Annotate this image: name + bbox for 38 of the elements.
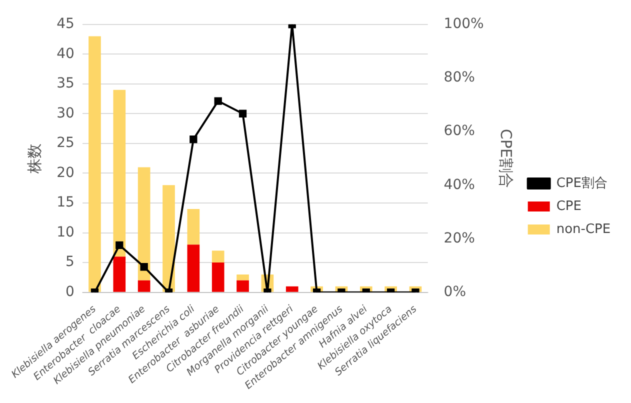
bar (138, 167, 150, 280)
y-tick-label: 10 (56, 224, 74, 240)
bar (113, 90, 126, 257)
point (116, 241, 124, 249)
y2-tick-label: 80% (444, 70, 475, 86)
y2-tick-label: 100% (444, 16, 484, 32)
legend-label: CPE割合 (556, 176, 608, 191)
legend-label: non-CPE (556, 222, 611, 237)
point (238, 110, 247, 118)
bar (187, 244, 200, 292)
y2-tick-label: 60% (444, 123, 475, 140)
y-tick-label: 45 (56, 16, 74, 32)
y2-tick-label: 20% (444, 230, 475, 246)
y-tick-label: 20 (56, 164, 74, 181)
bar (162, 185, 175, 292)
y-tick-label: 40 (56, 46, 74, 62)
bar (212, 250, 224, 263)
y-tick-label: 5 (65, 254, 74, 270)
y2-tick-label: 40% (444, 176, 475, 193)
y-tick-label: 0 (65, 284, 74, 300)
point (214, 97, 222, 105)
legend-label: CPE (556, 198, 582, 214)
bar (88, 36, 101, 292)
bar (286, 286, 298, 292)
y-tick-label: 25 (56, 135, 74, 152)
bar (236, 280, 249, 292)
bar (212, 262, 224, 292)
bar (236, 274, 249, 280)
y-tick-label: 15 (56, 194, 74, 211)
y2-axis-title: CPE割合 (496, 128, 515, 188)
y2-tick-label: 0% (444, 284, 466, 300)
y-tick-label: 30 (56, 105, 74, 122)
bar (138, 280, 150, 292)
bar (113, 256, 126, 292)
point (190, 136, 198, 144)
y-axis-title: 株数 (25, 143, 44, 174)
y-tick-label: 35 (56, 76, 74, 92)
bar (187, 208, 200, 245)
